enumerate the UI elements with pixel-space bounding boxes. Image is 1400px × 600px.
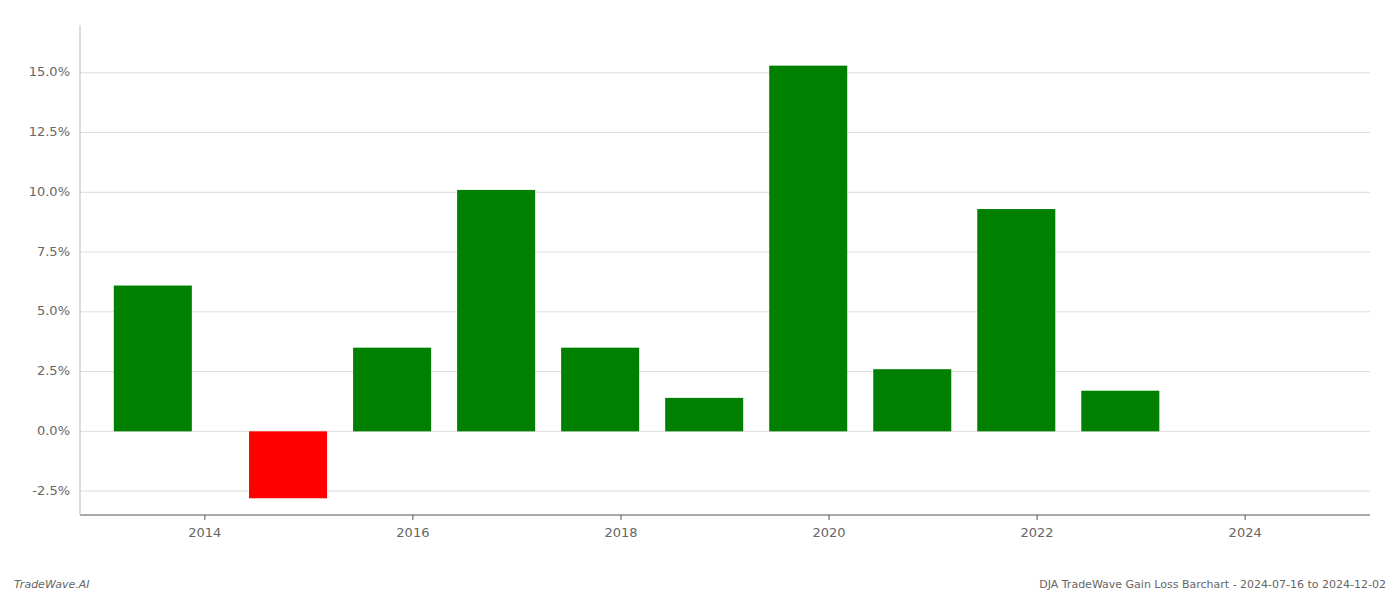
x-tick-label: 2018 xyxy=(604,525,637,540)
y-tick-label: 7.5% xyxy=(37,244,70,259)
x-tick xyxy=(1037,515,1038,520)
y-tick-label: 5.0% xyxy=(37,303,70,318)
x-tick-label: 2024 xyxy=(1229,525,1262,540)
grid-line xyxy=(80,72,1370,73)
bar xyxy=(561,348,639,432)
x-tick-label: 2022 xyxy=(1021,525,1054,540)
x-tick-label: 2016 xyxy=(396,525,429,540)
x-tick xyxy=(204,515,205,520)
x-tick xyxy=(829,515,830,520)
grid-line xyxy=(80,371,1370,372)
footer-left: TradeWave.AI xyxy=(14,578,89,591)
y-tick-label: 12.5% xyxy=(29,124,70,139)
grid-line xyxy=(80,192,1370,193)
y-tick-label: 2.5% xyxy=(37,363,70,378)
y-tick-label: 15.0% xyxy=(29,64,70,79)
y-tick-label: 0.0% xyxy=(37,423,70,438)
footer-right: DJA TradeWave Gain Loss Barchart - 2024-… xyxy=(1039,578,1386,591)
x-tick-label: 2020 xyxy=(812,525,845,540)
x-tick xyxy=(412,515,413,520)
bar xyxy=(249,431,327,498)
y-grid xyxy=(80,73,1370,491)
y-tick-label: -2.5% xyxy=(32,483,70,498)
bar xyxy=(1081,391,1159,432)
bar xyxy=(977,209,1055,431)
bar xyxy=(353,348,431,432)
y-axis-line xyxy=(80,25,81,515)
grid-line xyxy=(80,311,1370,312)
bar xyxy=(665,398,743,431)
bar xyxy=(114,286,192,432)
x-tick xyxy=(620,515,621,520)
y-tick-label: 10.0% xyxy=(29,184,70,199)
chart: -2.5% 0.0% 2.5% 5.0% 7.5% 10.0% 12.5% 15.0% 2014… xyxy=(0,0,1400,600)
x-tick-label: 2014 xyxy=(188,525,221,540)
bar xyxy=(769,66,847,432)
x-axis-line xyxy=(80,514,1370,515)
x-tick xyxy=(1245,515,1246,520)
grid-line xyxy=(80,132,1370,133)
bar xyxy=(873,369,951,431)
bar xyxy=(457,190,535,431)
grid-line xyxy=(80,252,1370,253)
bars xyxy=(114,66,1160,499)
